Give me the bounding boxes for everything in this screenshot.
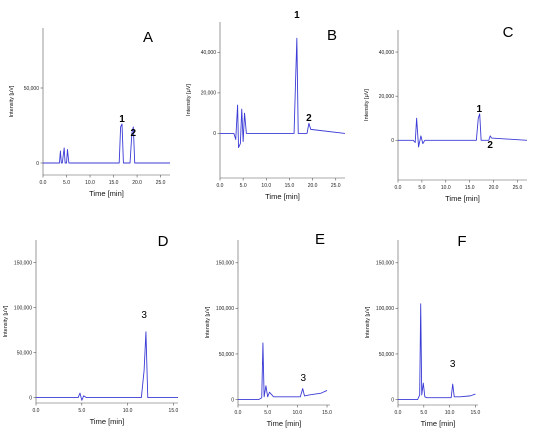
y-tick-label: 0 <box>36 161 39 167</box>
panel-letter: B <box>327 27 337 44</box>
peak-label-1: 1 <box>119 114 125 125</box>
x-axis-label: Time [min] <box>267 419 302 428</box>
x-tick-label: 20.0 <box>132 180 142 186</box>
chart-panel-d: 0.0 5.0 10.0 15.0 0 50,000 100,000 150,000 Time … <box>3 233 179 426</box>
x-tick-label: 20.0 <box>489 185 499 191</box>
y-tick-label: 40,000 <box>379 50 395 56</box>
x-tick-label: 15.0 <box>465 185 475 191</box>
x-tick-label: 0.0 <box>40 180 47 186</box>
x-tick-label: 15.0 <box>285 183 295 189</box>
y-tick-label: 100,000 <box>216 306 234 312</box>
y-tick-label: 100,000 <box>376 306 394 312</box>
x-tick-label: 15.0 <box>471 410 481 416</box>
x-tick-label: 25.0 <box>513 185 523 191</box>
y-tick-label: 50,000 <box>17 350 33 356</box>
x-tick-label: 5.0 <box>240 183 247 189</box>
x-tick-label: 10.0 <box>292 410 302 416</box>
panel-letter: F <box>457 233 466 250</box>
peak-label-3: 3 <box>141 310 147 321</box>
series-trace <box>398 303 476 400</box>
panel-letter: A <box>143 29 153 46</box>
x-axis-label: Time [min] <box>421 419 456 428</box>
chart-panel-b: 0.0 5.0 10.0 15.0 20.0 25.0 0 20,000 40,000 Time … <box>186 10 346 201</box>
chart-panel-f: 0.0 5.0 10.0 15.0 0 50,000 100,000 150,000 Time … <box>365 233 481 428</box>
panel-letter: E <box>315 231 325 248</box>
y-tick-label: 40,000 <box>201 50 217 56</box>
y-axis-label: Intensity [μV] <box>3 305 9 337</box>
y-axis-label: Intensity [μV] <box>364 89 370 121</box>
x-axis-label: Time [min] <box>90 417 125 426</box>
peak-label-1: 1 <box>476 104 482 115</box>
x-tick-label: 5.0 <box>420 410 427 416</box>
x-tick-label: 25.0 <box>156 180 166 186</box>
x-tick-label: 15.0 <box>109 180 119 186</box>
x-tick-label: 0.0 <box>395 185 402 191</box>
y-tick-label: 0 <box>391 138 394 144</box>
peak-label-2: 2 <box>131 128 137 139</box>
x-tick-label: 5.0 <box>78 408 85 414</box>
y-axis-label: Intensity [μV] <box>9 85 15 117</box>
peak-label-2: 2 <box>306 113 312 124</box>
y-tick-label: 20,000 <box>201 91 217 97</box>
series-trace <box>220 37 346 149</box>
y-tick-label: 100,000 <box>14 305 32 311</box>
x-tick-label: 10.0 <box>85 180 95 186</box>
x-tick-label: 15.0 <box>169 408 179 414</box>
y-tick-label: 50,000 <box>219 352 235 358</box>
x-axis-label: Time [min] <box>445 194 480 203</box>
series-trace <box>238 342 328 400</box>
y-axis-label: Intensity [μV] <box>365 306 371 338</box>
y-tick-label: 150,000 <box>14 260 32 266</box>
x-tick-label: 0.0 <box>33 408 40 414</box>
x-tick-label: 0.0 <box>217 183 224 189</box>
series-trace <box>43 123 170 164</box>
y-tick-label: 0 <box>29 395 32 401</box>
y-tick-label: 50,000 <box>379 352 395 358</box>
x-tick-label: 10.0 <box>261 183 271 189</box>
x-axis-label: Time [min] <box>265 192 300 201</box>
y-tick-label: 0 <box>391 397 394 403</box>
y-axis-label: Intensity [μV] <box>205 306 211 338</box>
panel-letter: D <box>158 233 169 250</box>
panel-letter: C <box>503 24 514 41</box>
peak-label-3: 3 <box>301 373 307 384</box>
series-trace <box>398 113 528 148</box>
chart-panel-e: 0.0 5.0 10.0 15.0 0 50,000 100,000 150,000 Time … <box>205 231 332 428</box>
peak-label-1: 1 <box>294 10 300 21</box>
y-tick-label: 0 <box>231 397 234 403</box>
x-axis-label: Time [min] <box>89 189 124 198</box>
x-tick-label: 25.0 <box>331 183 341 189</box>
x-tick-label: 0.0 <box>235 410 242 416</box>
chart-panel-a: 0.0 5.0 10.0 15.0 20.0 25.0 0 50,000 Time [min] I… <box>9 28 170 198</box>
peak-label-2: 2 <box>487 140 493 151</box>
x-tick-label: 5.0 <box>264 410 271 416</box>
x-tick-label: 10.0 <box>445 410 455 416</box>
y-tick-label: 0 <box>213 131 216 137</box>
x-tick-label: 20.0 <box>308 183 318 189</box>
x-tick-label: 10.0 <box>441 185 451 191</box>
y-axis-label: Intensity [μV] <box>186 84 192 116</box>
y-tick-label: 150,000 <box>216 261 234 267</box>
x-tick-label: 5.0 <box>63 180 70 186</box>
peak-label-3: 3 <box>450 359 456 370</box>
chart-panel-c: 0.0 5.0 10.0 15.0 20.0 25.0 0 20,000 40,000 Time … <box>364 24 528 203</box>
y-tick-label: 150,000 <box>376 261 394 267</box>
y-tick-label: 50,000 <box>24 86 40 92</box>
series-trace <box>36 331 178 401</box>
x-tick-label: 5.0 <box>418 185 425 191</box>
y-tick-label: 20,000 <box>379 94 395 100</box>
x-tick-label: 0.0 <box>395 410 402 416</box>
x-tick-label: 15.0 <box>322 410 332 416</box>
x-tick-label: 10.0 <box>123 408 133 414</box>
